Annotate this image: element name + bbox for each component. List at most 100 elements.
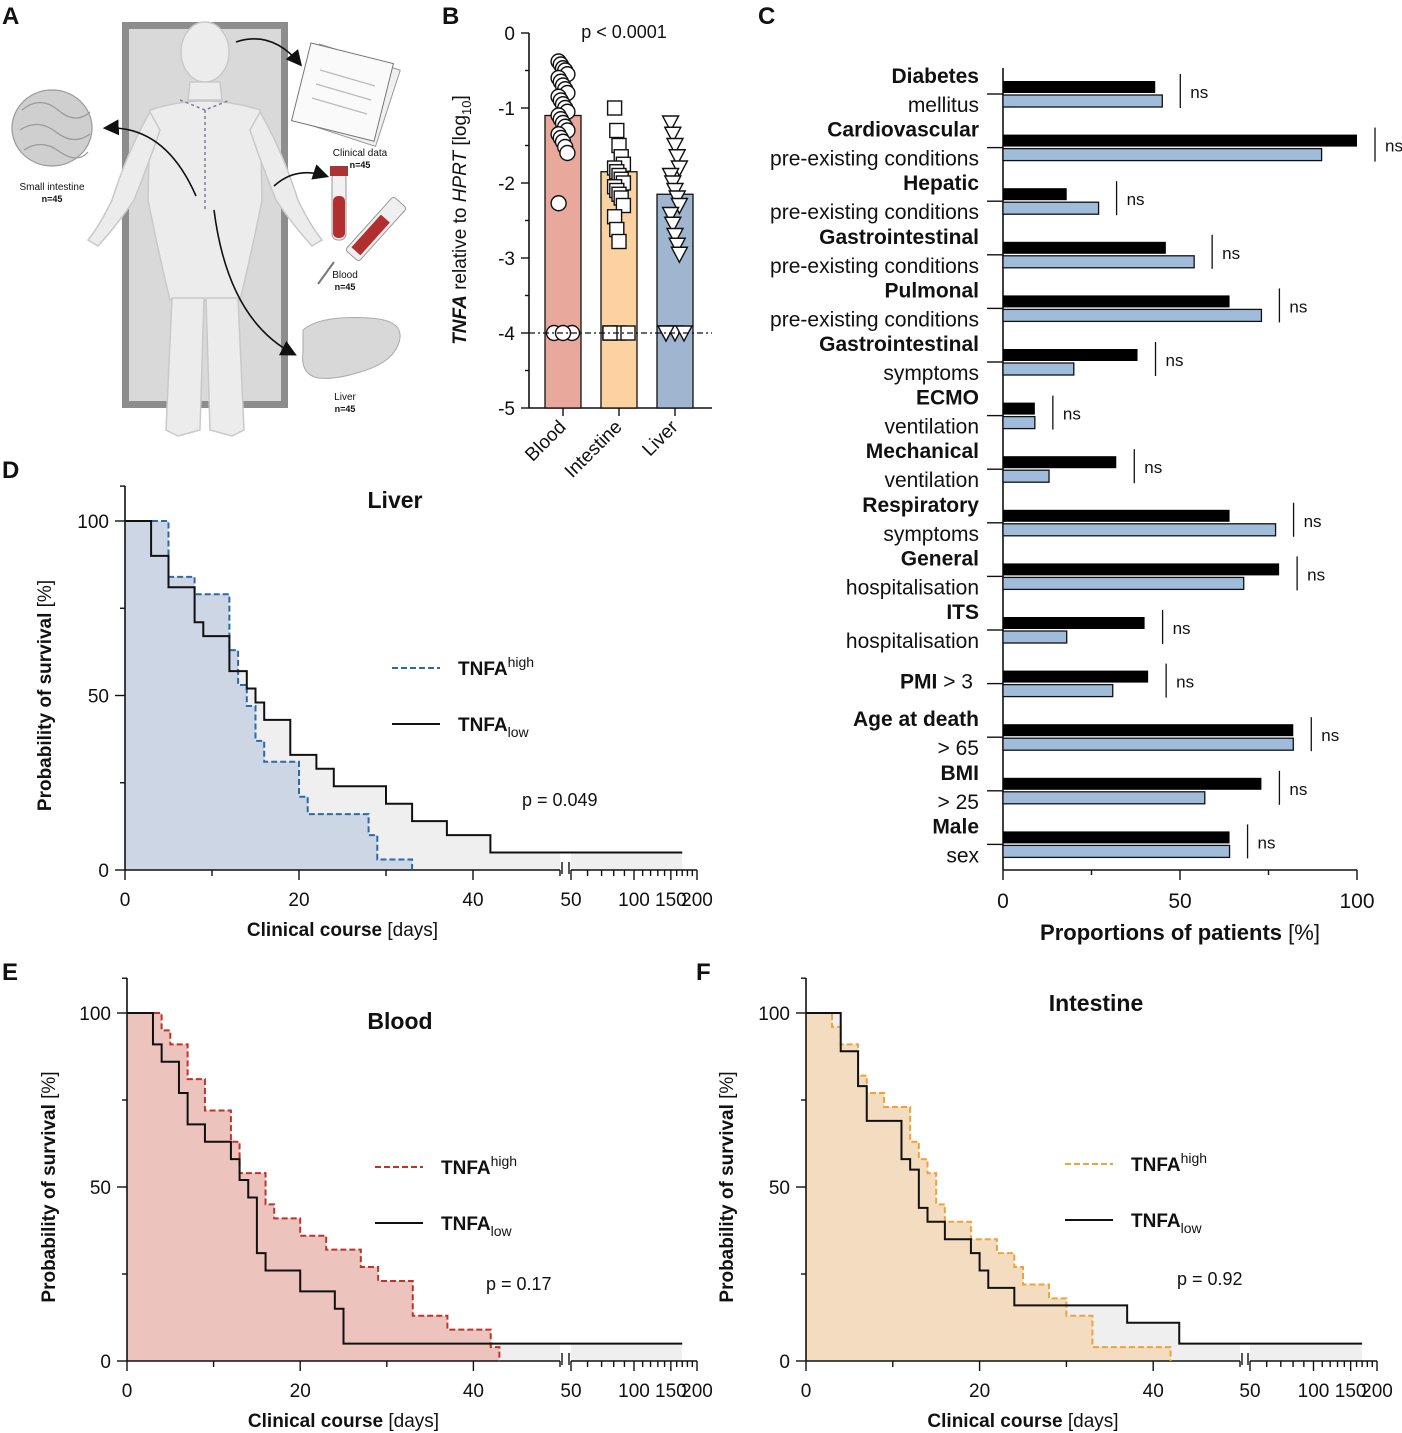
km-log-xtick-label: 100 [1298, 1381, 1330, 1402]
chart-c-category-label: Male [932, 815, 979, 838]
chart-c-category-label: Gastrointestinal [819, 333, 979, 356]
chart-c-bar-black [1003, 670, 1149, 683]
chart-c-bar-black [1003, 831, 1230, 844]
chart-c-category-label: Pulmonal [884, 279, 979, 302]
panel-c: C 0 50 100 ns Diabetes mellitus ns Cardiovascul… [758, 3, 1402, 945]
chart-c-sig-label: ns [1166, 351, 1184, 370]
chart-c-bar-black [1003, 777, 1262, 790]
chart-c-bar-blue [1002, 94, 1163, 108]
chart-b-point-liver [663, 126, 682, 144]
chart-b-point-intestine [615, 197, 632, 214]
chart-b-point-liver [670, 197, 689, 215]
chart-c-bar-black [1003, 349, 1138, 361]
chart-c-bar-black [1003, 134, 1357, 147]
chart-c-bar-blue [1002, 308, 1263, 323]
chart-b-point-intestine [606, 209, 623, 225]
chart-c-category-label: PMI > 3 [900, 671, 973, 694]
chart-c-xtick-label: 0 [997, 890, 1009, 913]
km-ytick-label: 0 [100, 1352, 111, 1373]
km-fill-high [127, 1013, 500, 1361]
chart-c-bar-blue [1002, 791, 1206, 805]
km-fill-low-tail [571, 1343, 683, 1361]
km-xlabel: Clinical course [days] [247, 920, 438, 941]
km-pvalue: p = 0.92 [1177, 1269, 1243, 1289]
km-log-xtick-label: 150 [1335, 1381, 1367, 1402]
chart-b-ytick-label: -2 [498, 174, 515, 195]
chart-c-xtick-label: 100 [1339, 890, 1374, 913]
chart-c-sig-label: ns [1289, 780, 1307, 799]
chart-c-category-label: ECMO [916, 387, 979, 410]
chart-c-sig-label: ns [1222, 244, 1240, 263]
panel-label-b: B [442, 3, 459, 30]
chart-c-sig-label: ns [1307, 565, 1325, 584]
liver-icon [302, 317, 401, 379]
km-log-xtick-label: 50 [560, 890, 581, 911]
km-xlabel: Clinical course [days] [927, 1411, 1118, 1432]
arrow-to-intestine [102, 119, 197, 197]
small-intestine-icon [11, 89, 93, 167]
chart-c-category-sublabel: symptoms [883, 362, 979, 385]
chart-c-bar-blue [1002, 255, 1195, 269]
chart-b-point-liver [661, 206, 680, 224]
chart-c-category-label: General [901, 547, 979, 570]
km-log-xtick-label: 150 [655, 1381, 687, 1402]
count-small-intestine: n=45 [42, 194, 63, 204]
chart-c-xtick-label: 50 [1168, 890, 1191, 913]
km-legend-label-high: TNFAhigh [441, 1153, 517, 1179]
chart-b-point-blood [550, 195, 567, 212]
chart-b-ytick-label: -4 [498, 324, 515, 345]
chart-c-bar-black [1003, 724, 1294, 737]
chart-b-ylabel: TNFA relative to HPRT [log10] [450, 95, 474, 345]
km-log-xtick-label: 200 [681, 1381, 713, 1402]
panel-b: B p < 0.0001 TNFA relative to HPRT [log1… [442, 3, 712, 482]
km-ytick-label: 0 [98, 861, 109, 882]
caption-small-intestine: Small intestine [19, 182, 84, 193]
km-ytick-label: 100 [79, 1004, 111, 1025]
chart-c-plot: 0 50 100 ns Diabetes mellitus ns Cardiovascular… [770, 65, 1402, 913]
chart-c-category-sublabel: pre-existing conditions [770, 148, 979, 171]
km-legend-label-high: TNFAhigh [1131, 1150, 1207, 1176]
km-log-xtick-label: 200 [681, 890, 713, 911]
km-title: Intestine [1049, 990, 1144, 1016]
km-ytick-label: 0 [779, 1352, 790, 1373]
arrow-to-liver [213, 209, 297, 356]
chart-b-point-liver [670, 246, 689, 264]
km-fill-low-tail [571, 852, 683, 870]
km-curve-low [806, 1012, 1363, 1345]
chart-c-bar-blue [1002, 201, 1100, 215]
km-log-xtick-label: 200 [1361, 1381, 1393, 1402]
km-curve-low [127, 1012, 683, 1345]
chart-c-category-sublabel: ventilation [884, 469, 979, 492]
chart-b-ytick-label: 0 [504, 24, 515, 45]
panel-label-d: D [2, 457, 19, 484]
km-xtick-label: 0 [120, 890, 131, 911]
km-pvalue: p = 0.17 [486, 1274, 552, 1294]
chart-c-category-label: Hepatic [903, 172, 979, 195]
syringe-icon [317, 196, 407, 285]
km-ytick-label: 100 [758, 1004, 790, 1025]
chart-b-point-liver [668, 149, 687, 167]
chart-b-ytick-label: -3 [498, 249, 515, 270]
chart-c-bar-blue [1002, 469, 1050, 483]
km-title: Liver [368, 487, 423, 513]
km-legend-label-low: TNFAlow [458, 715, 530, 740]
chart-c-bar-blue [1002, 362, 1075, 376]
chart-c-category-sublabel: > 65 [938, 737, 979, 760]
chart-c-bar-blue [1002, 844, 1231, 859]
km-xtick-label: 40 [463, 1381, 484, 1402]
km-fill-high [806, 1013, 1171, 1361]
km-title: Blood [367, 1008, 432, 1034]
chart-b-ytick-label: -5 [498, 399, 515, 420]
chart-c-category-sublabel: pre-existing conditions [770, 255, 979, 278]
km-curve-low [125, 520, 683, 854]
km-ylabel: Probability of survival [%] [717, 1071, 738, 1302]
arrow-to-blood [273, 164, 330, 187]
km-xtick-label: 0 [801, 1381, 812, 1402]
chart-b-point-intestine [606, 100, 623, 116]
chart-c-bar-black [1003, 188, 1067, 201]
